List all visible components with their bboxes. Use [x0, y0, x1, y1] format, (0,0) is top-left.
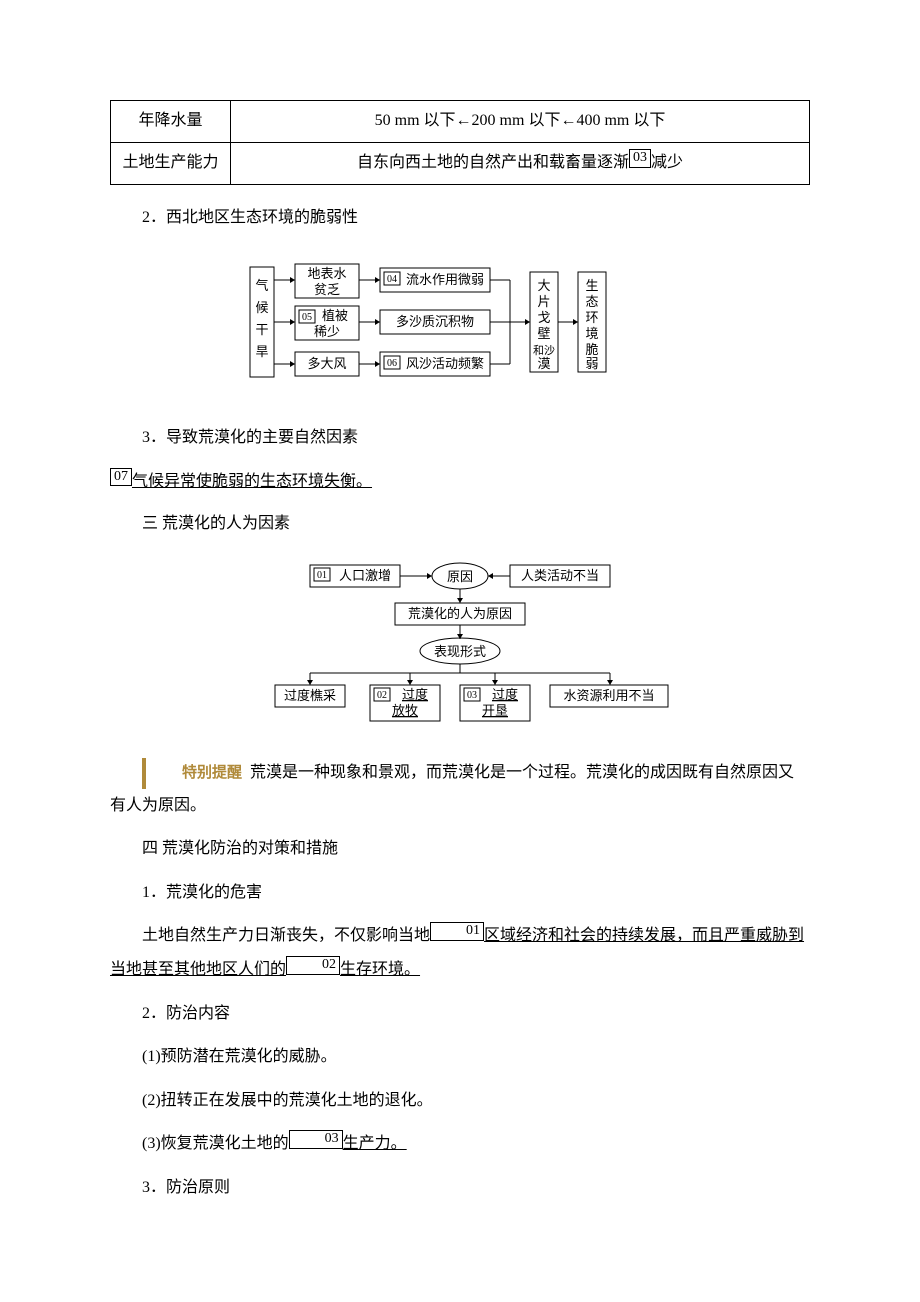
svg-text:戈: 戈 [537, 310, 550, 325]
svg-text:漠: 漠 [537, 356, 550, 371]
svg-text:植被: 植被 [322, 308, 348, 323]
s3-heading: 3．导致荒漠化的主要自然因素 [110, 421, 810, 455]
sec4-p1: 土地自然生产力日渐丧失，不仅影响当地01区域经济和社会的持续发展，而且严重威胁到… [110, 919, 810, 986]
i3-pre: (3)恢复荒漠化土地的 [142, 1135, 289, 1152]
svg-text:弱: 弱 [585, 356, 598, 371]
row2-pre: 自东向西土地的自然产出和载畜量逐渐 [357, 154, 629, 171]
s3-box: 07 [110, 468, 132, 487]
svg-text:干: 干 [255, 322, 268, 337]
table-row: 土地生产能力 自东向西土地的自然产出和载畜量逐渐03减少 [111, 142, 810, 184]
i3-box: 03 [289, 1130, 343, 1149]
svg-text:过度樵采: 过度樵采 [284, 688, 336, 703]
sec4-h2: 2．防治内容 [110, 997, 810, 1031]
svg-text:03: 03 [467, 690, 477, 701]
svg-text:多大风: 多大风 [307, 356, 346, 371]
sec4-h1: 1．荒漠化的危害 [110, 876, 810, 910]
ecology-diagram: 气 候 干 旱 地表水 贫乏 05 植被 稀少 多大风 04 流水作用微弱 多沙… [110, 252, 810, 403]
svg-text:05: 05 [302, 312, 312, 323]
sec4-i2: (2)扭转正在发展中的荒漠化土地的退化。 [110, 1084, 810, 1118]
svg-text:片: 片 [537, 294, 550, 309]
row2-value: 自东向西土地的自然产出和载畜量逐渐03减少 [231, 142, 810, 184]
svg-text:稀少: 稀少 [314, 324, 340, 339]
svg-text:气: 气 [255, 278, 268, 293]
sec4-i3: (3)恢复荒漠化土地的03生产力。 [110, 1127, 810, 1161]
svg-text:02: 02 [377, 690, 387, 701]
s2-heading: 2．西北地区生态环境的脆弱性 [110, 201, 810, 235]
sec4-i1: (1)预防潜在荒漠化的威胁。 [110, 1040, 810, 1074]
svg-text:脆: 脆 [585, 342, 598, 357]
svg-text:开垦: 开垦 [482, 703, 508, 718]
svg-text:过度: 过度 [492, 687, 518, 702]
row1-value: 50 mm 以下←200 mm 以下←400 mm 以下 [231, 101, 810, 143]
svg-text:01: 01 [317, 570, 327, 581]
svg-text:候: 候 [255, 300, 268, 315]
svg-text:多沙质沉积物: 多沙质沉积物 [396, 314, 474, 329]
i3-post: 生产力。 [343, 1135, 407, 1152]
s3-text-line: 07气候异常使脆弱的生态环境失衡。 [110, 465, 810, 499]
svg-text:表现形式: 表现形式 [434, 644, 486, 659]
svg-text:贫乏: 贫乏 [314, 282, 340, 297]
p1-box2: 02 [286, 956, 340, 975]
row2-box: 03 [629, 149, 651, 168]
svg-text:壁: 壁 [537, 326, 550, 341]
svg-text:荒漠化的人为原因: 荒漠化的人为原因 [408, 606, 512, 621]
svg-text:流水作用微弱: 流水作用微弱 [406, 272, 484, 287]
p1-post: 生存环境。 [340, 961, 420, 978]
svg-text:人类活动不当: 人类活动不当 [521, 568, 599, 583]
svg-text:水资源利用不当: 水资源利用不当 [563, 688, 654, 703]
tebie-label: 特别提醒 [142, 758, 242, 790]
p1-pre: 土地自然生产力日渐丧失，不仅影响当地 [142, 927, 430, 944]
svg-text:过度: 过度 [402, 687, 428, 702]
svg-text:人口激增: 人口激增 [339, 568, 391, 583]
tebie-para: 特别提醒 荒漠是一种现象和景观，而荒漠化是一个过程。荒漠化的成因既有自然原因又有… [110, 756, 810, 823]
svg-text:大: 大 [537, 278, 550, 293]
table-row: 年降水量 50 mm 以下←200 mm 以下←400 mm 以下 [111, 101, 810, 143]
svg-text:风沙活动频繁: 风沙活动频繁 [406, 356, 484, 371]
sec4-title: 四 荒漠化防治的对策和措施 [110, 835, 810, 864]
human-factors-diagram: 01 人口激增 原因 人类活动不当 荒漠化的人为原因 表现形式 过度樵采 02 … [110, 557, 810, 738]
svg-text:04: 04 [387, 274, 397, 285]
svg-text:生: 生 [585, 278, 598, 293]
svg-text:地表水: 地表水 [307, 266, 346, 281]
svg-text:旱: 旱 [255, 344, 268, 359]
sec3-title: 三 荒漠化的人为因素 [110, 510, 810, 539]
p1-box1: 01 [430, 922, 484, 941]
row2-post: 减少 [651, 154, 683, 171]
svg-text:06: 06 [387, 358, 397, 369]
s3-text: 气候异常使脆弱的生态环境失衡。 [132, 473, 372, 490]
svg-text:原因: 原因 [447, 569, 473, 584]
svg-text:放牧: 放牧 [392, 703, 418, 718]
svg-text:环: 环 [585, 310, 598, 325]
precip-table: 年降水量 50 mm 以下←200 mm 以下←400 mm 以下 土地生产能力… [110, 100, 810, 185]
sec4-h3: 3．防治原则 [110, 1171, 810, 1205]
row2-label: 土地生产能力 [111, 142, 231, 184]
svg-text:态: 态 [585, 294, 598, 309]
svg-text:境: 境 [585, 326, 598, 341]
row1-label: 年降水量 [111, 101, 231, 143]
